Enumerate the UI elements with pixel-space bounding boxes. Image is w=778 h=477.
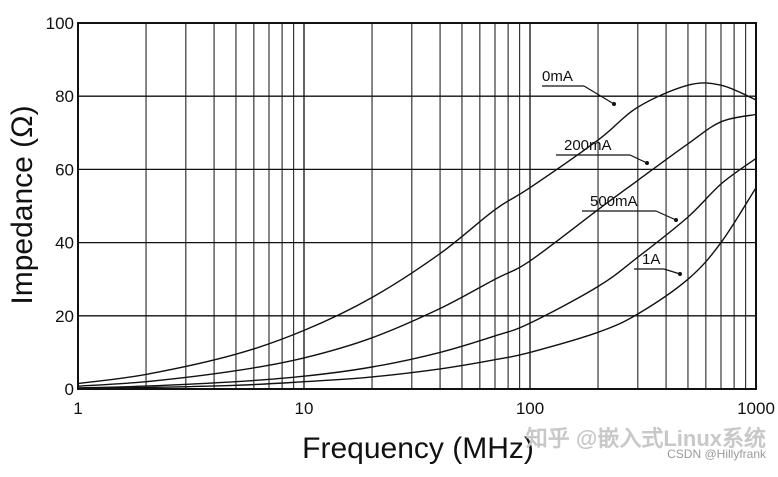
series-label-200ma: 200mA [564, 137, 612, 154]
series-label-marker-1a [678, 272, 682, 276]
series-line-1a [77, 187, 757, 389]
series-label-marker-200ma [645, 161, 649, 165]
series-label-500ma: 500mA [590, 193, 638, 210]
x-tick-label: 1000 [737, 399, 775, 418]
y-tick-label: 40 [55, 234, 74, 253]
series-labels: 0mA 200mA 500mA 1A [542, 68, 682, 276]
series-label-leader-500ma [655, 210, 677, 221]
grid [78, 23, 756, 389]
series-line-500ma [77, 157, 757, 389]
series-label-marker-500ma [674, 218, 678, 222]
y-axis-title: Impedance (Ω) [6, 105, 39, 304]
series-label-1a: 1A [642, 251, 660, 268]
x-tick-label: 1 [73, 399, 82, 418]
series-label-leader-200ma [629, 154, 648, 164]
series-label-leader-0ma [583, 85, 615, 105]
watermark-line2: CSDN @Hillyfrank [667, 447, 767, 461]
x-axis-title: Frequency (MHz) [302, 432, 534, 465]
watermark-line1: 知乎 @嵌入式Linux系统 [526, 426, 766, 451]
y-tick-label: 60 [55, 160, 74, 179]
series-layer [77, 82, 757, 389]
y-tick-label: 0 [65, 380, 74, 399]
plot-frame [77, 22, 757, 390]
y-tick-label: 80 [55, 87, 74, 106]
series-label-leader-1a [663, 268, 681, 275]
y-tick-label: 20 [55, 307, 74, 326]
y-tick-label: 100 [46, 14, 74, 33]
series-line-200ma [77, 113, 757, 387]
series-label-marker-0ma [612, 102, 616, 106]
series-line-0ma [77, 82, 757, 385]
series-label-0ma: 0mA [542, 68, 573, 85]
x-tick-label: 100 [516, 399, 544, 418]
tick-labels: 1 10 100 1000 0 20 40 60 80 100 [46, 14, 775, 418]
x-tick-label: 10 [295, 399, 314, 418]
